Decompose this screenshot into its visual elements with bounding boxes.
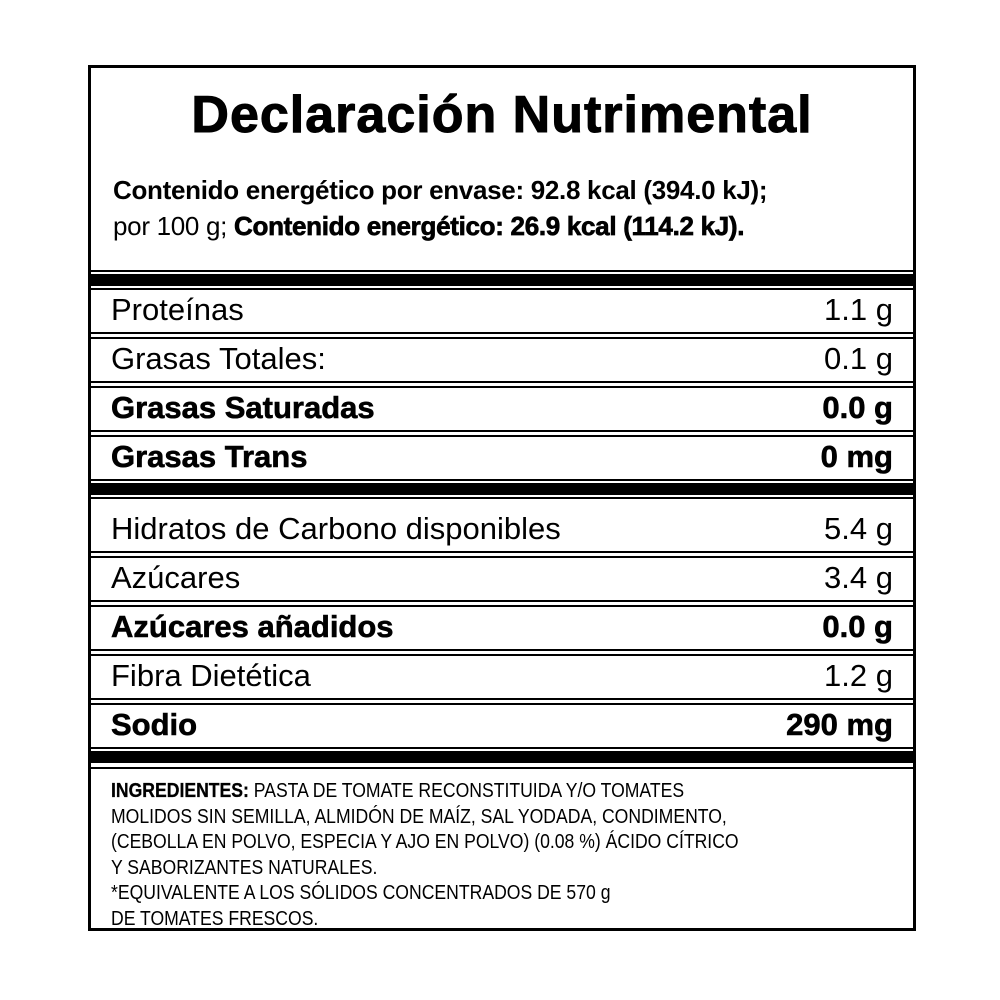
nutrient-value: 0 mg (820, 439, 893, 474)
nutrient-label: Azúcares (111, 560, 241, 595)
nutrient-value: 1.1 g (824, 292, 893, 327)
nutrient-row-fibra: Fibra Dietética 1.2 g (91, 654, 913, 700)
ingredients-line-1: INGREDIENTES: PASTA DE TOMATE RECONSTITU… (111, 780, 685, 802)
footnote-line-2: DE TOMATES FRESCOS. (111, 907, 319, 930)
energy-line-2: por 100 g; Contenido energético: 26.9 kc… (113, 211, 745, 242)
nutrient-label: Grasas Trans (111, 439, 308, 474)
nutrient-row-grasas-trans: Grasas Trans 0 mg (91, 435, 913, 481)
nutrient-label: Sodio (111, 707, 198, 742)
nutrient-row-hidratos: Hidratos de Carbono disponibles 5.4 g (91, 497, 913, 553)
divider-bar (91, 751, 913, 763)
divider-bar (91, 274, 913, 286)
nutrient-row-grasas-totales: Grasas Totales: 0.1 g (91, 337, 913, 383)
ingredients-line-3: (CEBOLLA EN POLVO, ESPECIA Y AJO EN POLV… (111, 831, 739, 853)
nutrient-value: 0.0 g (822, 390, 893, 425)
nutrient-value: 3.4 g (824, 560, 893, 595)
nutrient-label: Grasas Saturadas (111, 390, 375, 425)
nutrient-label: Fibra Dietética (111, 658, 311, 693)
nutrient-value: 0.1 g (824, 341, 893, 376)
nutrient-row-proteinas: Proteínas 1.1 g (91, 288, 913, 334)
nutrient-row-grasas-saturadas: Grasas Saturadas 0.0 g (91, 386, 913, 432)
nutrient-value: 290 mg (786, 707, 893, 742)
nutrition-label: Declaración Nutrimental Contenido energé… (88, 65, 916, 931)
energy-statement: Contenido energético por envase: 92.8 kc… (109, 172, 895, 244)
nutrient-label: Grasas Totales: (111, 341, 326, 376)
label-header: Declaración Nutrimental Contenido energé… (91, 68, 913, 272)
ingredients-line-2: MOLIDOS SIN SEMILLA, ALMIDÓN DE MAÍZ, SA… (111, 805, 727, 828)
ingredients-section: INGREDIENTES: PASTA DE TOMATE RECONSTITU… (91, 767, 913, 930)
ingredients-text: INGREDIENTES: PASTA DE TOMATE RECONSTITU… (111, 779, 801, 930)
nutrient-row-azucares: Azúcares 3.4 g (91, 556, 913, 602)
energy-line-1: Contenido energético por envase: 92.8 kc… (113, 175, 768, 205)
nutrient-row-sodio: Sodio 290 mg (91, 703, 913, 749)
nutrient-section-1: Proteínas 1.1 g Grasas Totales: 0.1 g Gr… (91, 288, 913, 481)
footnote-line-1: *EQUIVALENTE A LOS SÓLIDOS CONCENTRADOS … (111, 882, 611, 904)
nutrient-label: Proteínas (111, 292, 244, 327)
nutrient-section-2: Hidratos de Carbono disponibles 5.4 g Az… (91, 497, 913, 749)
nutrient-value: 1.2 g (824, 658, 893, 693)
ingredients-line-4: Y SABORIZANTES NATURALES. (111, 856, 378, 879)
nutrient-label: Azúcares añadidos (111, 609, 394, 644)
nutrient-label: Hidratos de Carbono disponibles (111, 511, 561, 546)
nutrient-row-azucares-anadidos: Azúcares añadidos 0.0 g (91, 605, 913, 651)
nutrient-value: 0.0 g (822, 609, 893, 644)
ingredients-heading: INGREDIENTES: (111, 780, 249, 802)
label-title: Declaración Nutrimental (191, 86, 813, 145)
nutrient-value: 5.4 g (824, 511, 893, 546)
divider-bar (91, 483, 913, 495)
